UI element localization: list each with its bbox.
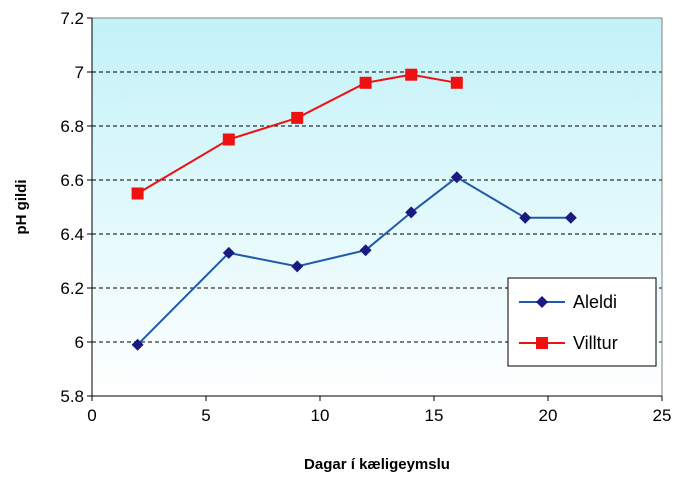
y-tick-label: 6.8 bbox=[60, 117, 84, 136]
x-tick-label: 0 bbox=[87, 406, 96, 425]
data-point-aleldi bbox=[131, 338, 144, 351]
legend: Aleldi Villtur bbox=[507, 277, 657, 367]
data-point-aleldi bbox=[519, 211, 532, 224]
data-point-villtur bbox=[405, 68, 418, 81]
series-line-aleldi bbox=[136, 176, 571, 346]
x-tick-label: 5 bbox=[201, 406, 210, 425]
y-axis-title: pH gildi bbox=[13, 180, 30, 235]
series-layer bbox=[131, 68, 577, 351]
data-point-aleldi bbox=[450, 171, 463, 184]
y-tick-label: 6.4 bbox=[60, 225, 84, 244]
legend-label-villtur: Villtur bbox=[573, 333, 618, 353]
legend-marker-villtur bbox=[536, 337, 548, 349]
x-tick-label: 15 bbox=[425, 406, 444, 425]
y-tick-label: 6 bbox=[75, 333, 84, 352]
y-tick-label: 6.2 bbox=[60, 279, 84, 298]
tick-labels: 5.8 6 6.2 6.4 6.6 6.8 7 7.2 0 5 10 15 20 25 bbox=[60, 9, 671, 425]
y-tick-label: 5.8 bbox=[60, 387, 84, 406]
x-tick-label: 25 bbox=[653, 406, 672, 425]
y-tick-label: 7 bbox=[75, 63, 84, 82]
gridlines bbox=[92, 71, 662, 343]
data-point-aleldi bbox=[222, 246, 235, 259]
legend-marker-aleldi bbox=[536, 296, 548, 308]
x-tick-label: 10 bbox=[311, 406, 330, 425]
data-point-aleldi bbox=[291, 260, 304, 273]
legend-box bbox=[507, 277, 657, 367]
data-point-aleldi bbox=[405, 206, 418, 219]
data-point-villtur bbox=[450, 76, 463, 89]
legend-label-aleldi: Aleldi bbox=[573, 292, 617, 312]
y-tick-label: 7.2 bbox=[60, 9, 84, 28]
data-point-villtur bbox=[131, 187, 144, 200]
data-point-aleldi bbox=[564, 211, 577, 224]
data-point-aleldi bbox=[359, 244, 372, 257]
series-line-villtur bbox=[137, 73, 457, 195]
data-point-villtur bbox=[222, 133, 235, 146]
data-point-villtur bbox=[359, 76, 372, 89]
data-point-villtur bbox=[291, 111, 304, 124]
axis-ticks bbox=[87, 17, 663, 401]
x-axis-title: Dagar í kæligeymslu bbox=[304, 456, 450, 473]
y-tick-label: 6.6 bbox=[60, 171, 84, 190]
x-tick-label: 20 bbox=[539, 406, 558, 425]
